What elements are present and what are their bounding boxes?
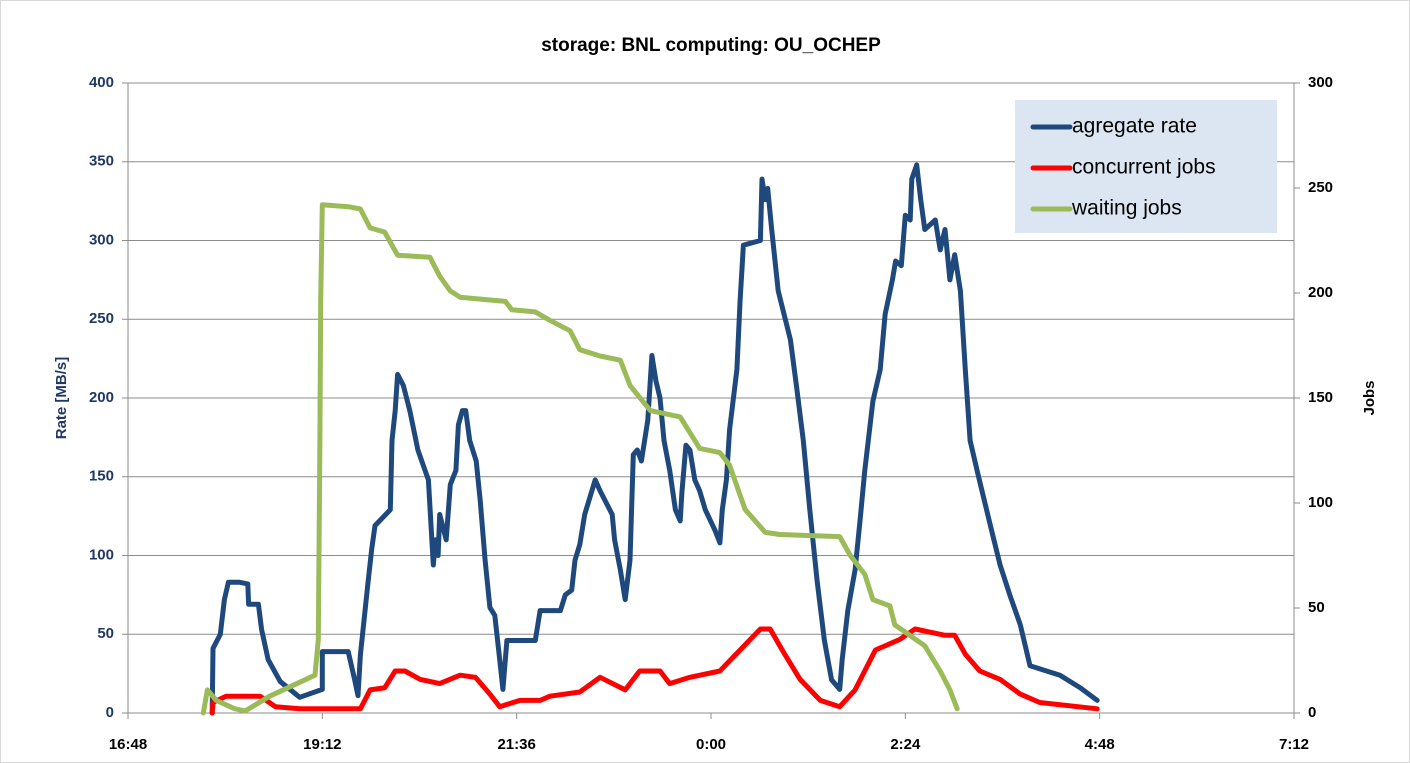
y-tick-label: 50: [97, 625, 114, 642]
y-tick-label: 100: [89, 546, 114, 563]
x-tick-label: 4:48: [1085, 736, 1115, 753]
y2-tick-label: 200: [1308, 284, 1333, 301]
x-tick-label: 16:48: [109, 736, 147, 753]
y-tick-label: 350: [89, 153, 114, 170]
y-tick-label: 0: [106, 704, 114, 721]
chart-title: storage: BNL computing: OU_OCHEP: [541, 35, 881, 56]
y-axis-label: Rate [MB/s]: [53, 357, 70, 440]
y-tick-label: 200: [89, 389, 114, 406]
x-tick-label: 0:00: [696, 736, 726, 753]
legend-label: waiting jobs: [1071, 197, 1182, 220]
y-tick-label: 300: [89, 231, 114, 248]
y2-axis-label: Jobs: [1361, 380, 1378, 415]
series-line: [200, 202, 960, 716]
y-tick-label: 150: [89, 468, 114, 485]
y2-tick-label: 250: [1308, 179, 1333, 196]
x-tick-label: 2:24: [890, 736, 921, 753]
legend-label: concurrent jobs: [1072, 156, 1216, 179]
y2-tick-label: 50: [1308, 599, 1325, 616]
x-tick-label: 7:12: [1279, 736, 1309, 753]
y2-tick-label: 300: [1308, 74, 1333, 91]
legend: agregate rate concurrent jobs waiting jobs: [1015, 100, 1277, 233]
y2-tick-label: 100: [1308, 494, 1333, 511]
series-line: [209, 162, 1100, 716]
y2-tick-label: 150: [1308, 389, 1333, 406]
x-tick-label: 21:36: [497, 736, 535, 753]
y2-tick-label: 0: [1308, 704, 1316, 721]
y-tick-label: 400: [89, 74, 114, 91]
series-line: [209, 626, 1100, 716]
legend-label: agregate rate: [1072, 115, 1197, 138]
x-tick-label: 19:12: [303, 736, 341, 753]
y-tick-label: 250: [89, 310, 114, 327]
